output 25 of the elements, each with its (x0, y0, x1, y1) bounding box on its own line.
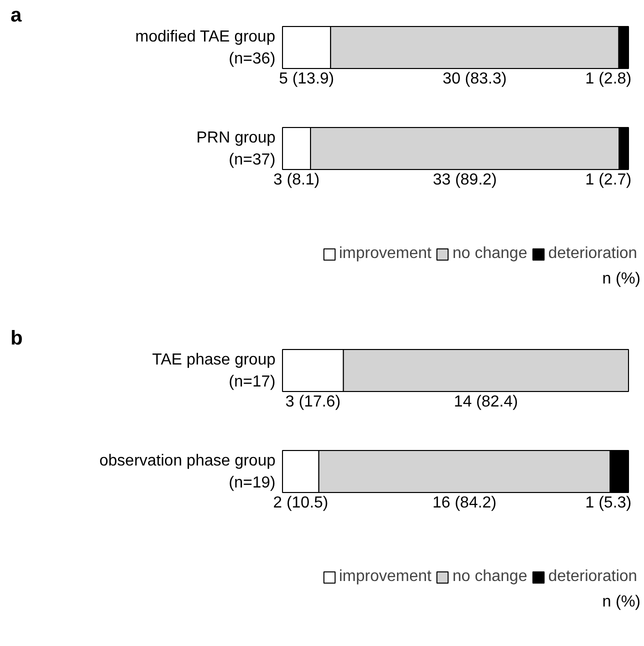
text: n (%) (602, 594, 641, 610)
y-tick-label: observation phase group (n=19) (99, 452, 276, 492)
text: n (%) (602, 270, 641, 288)
data-label: 33 (89.2) (432, 172, 497, 188)
data-label: 2 (10.5) (273, 494, 328, 512)
legend-label: improvement (339, 245, 432, 263)
data-label: 16 (84.2) (432, 494, 497, 512)
data-label: 5 (13.9) (278, 70, 334, 88)
data-label: 1 (5.3) (585, 494, 632, 512)
data-label: 14 (82.4) (454, 394, 518, 410)
data-label: 30 (83.3) (442, 70, 507, 88)
text: a (10, 4, 22, 26)
y-tick-label: PRN group (n=37) (196, 130, 276, 169)
legend-label: no change (452, 568, 528, 586)
text: b (10, 328, 23, 350)
legend-label: deterioration (548, 568, 638, 586)
legend-label: improvement (339, 568, 432, 586)
data-label: 3 (17.6) (285, 394, 341, 410)
data-label: 3 (8.1) (273, 172, 320, 188)
data-label: 1 (2.8) (585, 70, 632, 88)
legend-label: deterioration (548, 245, 638, 263)
y-tick-label: modified TAE group (n=36) (135, 28, 276, 68)
y-tick-label: TAE phase group (n=17) (152, 352, 276, 391)
data-label: 1 (2.7) (585, 172, 632, 188)
legend-label: no change (452, 245, 528, 263)
